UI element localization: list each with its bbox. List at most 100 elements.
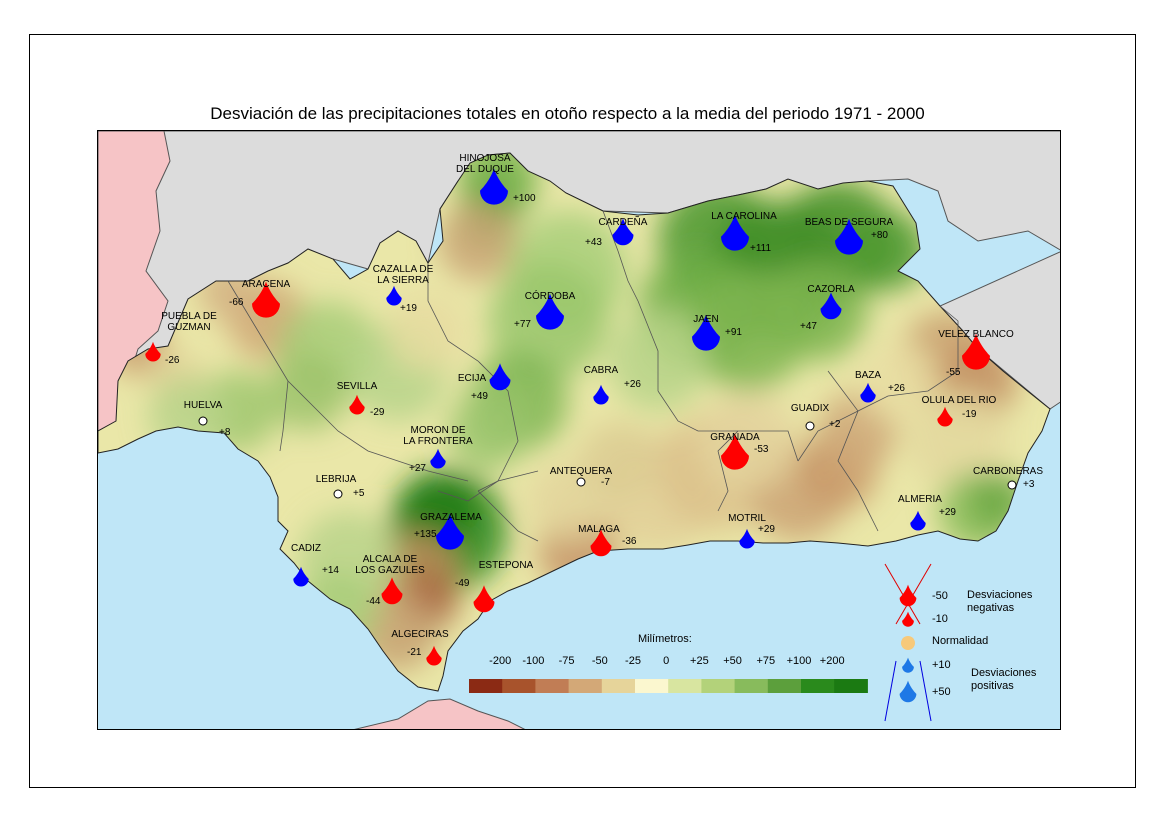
legend-item-label: +50 <box>932 686 951 698</box>
negative-drop-marker <box>937 406 953 427</box>
positive-drop-marker <box>835 218 863 255</box>
station-value: -49 <box>455 578 470 589</box>
scale-tick-label: -25 <box>625 655 641 667</box>
station-name: HINOJOSA DEL DUQUE <box>456 153 514 175</box>
legend-graphics <box>884 563 932 722</box>
positive-drop-marker <box>536 293 564 330</box>
station-name: CADIZ <box>291 543 321 554</box>
station-value: +29 <box>758 524 775 535</box>
station-value: +19 <box>400 303 417 314</box>
station-value: -26 <box>165 355 180 366</box>
station-value: +26 <box>624 379 641 390</box>
scale-tick-label: -100 <box>522 655 545 667</box>
station-name: ALMERIA <box>898 494 942 505</box>
scale-tick-label: +100 <box>786 655 812 667</box>
station-value: +91 <box>725 327 742 338</box>
station-marker-normal <box>805 421 815 431</box>
station-name: SEVILLA <box>336 381 378 392</box>
station-value: +111 <box>750 243 772 254</box>
positive-drop-marker <box>739 528 755 549</box>
station-name: ESTEPONA <box>478 560 534 571</box>
positive-drop-marker <box>386 285 402 306</box>
station-name: ARACENA <box>241 279 291 290</box>
negative-drop-marker <box>145 341 161 362</box>
station-value: +14 <box>322 565 339 576</box>
negative-drop-marker <box>473 585 495 613</box>
station-name: CAZORLA <box>807 284 855 295</box>
station-name: VELEZ BLANCO <box>938 329 1014 340</box>
negative-drop-marker <box>962 333 990 370</box>
station-value: -29 <box>370 407 385 418</box>
station-value: +29 <box>939 507 956 518</box>
station-name: GUADIX <box>790 403 830 414</box>
scale-swatch <box>568 679 603 693</box>
positive-drop-marker <box>860 382 876 403</box>
positive-drop-marker <box>910 510 926 531</box>
station-name: CARDEÑA <box>598 217 648 228</box>
station-name: JAEN <box>693 314 719 325</box>
legend-negative-line <box>884 563 921 625</box>
map-frame <box>29 34 1136 788</box>
scale-swatch <box>801 679 835 693</box>
scale-swatch <box>734 679 769 693</box>
scale-swatch <box>701 679 736 693</box>
negative-drop-marker <box>252 281 280 318</box>
station-name: CARBONERAS <box>972 466 1044 477</box>
scale-swatch <box>469 679 503 693</box>
negative-drop-marker <box>426 645 442 666</box>
legend-negative-text: Desviaciones negativas <box>967 589 1033 614</box>
scale-swatch <box>834 679 868 693</box>
legend-item-label: +10 <box>932 659 951 671</box>
station-value: +47 <box>800 321 817 332</box>
station-value: +3 <box>1023 479 1035 490</box>
map-area: HINOJOSA DEL DUQUE +100 CARDEÑA +43 LA CAROL… <box>97 130 1061 730</box>
station-value: +43 <box>585 237 602 248</box>
station-value: -53 <box>754 444 769 455</box>
scale-swatch <box>668 679 702 693</box>
station-name: GRAZALEMA <box>420 512 482 523</box>
legend-negative-line <box>895 563 932 625</box>
station-value: +77 <box>514 319 531 330</box>
station-name: CABRA <box>583 365 619 376</box>
scale-tick-label: +25 <box>690 655 709 667</box>
positive-drop-marker <box>436 513 464 550</box>
map-title: Desviación de las precipitaciones totale… <box>210 104 925 123</box>
legend-positive-text: Desviaciones positivas <box>971 667 1037 692</box>
positive-drop-marker <box>480 168 508 205</box>
scale-bar <box>469 679 868 693</box>
legend-positive-drop <box>899 680 917 703</box>
legend-positive-drop <box>902 657 914 673</box>
negative-drop-marker <box>381 577 403 605</box>
positive-drop-marker <box>489 363 511 391</box>
scale-tick-label: -200 <box>489 655 512 667</box>
legend-normal-marker <box>901 636 915 650</box>
negative-drop-marker <box>721 433 749 470</box>
station-marker-normal <box>198 416 208 426</box>
scale-tick-label: -75 <box>558 655 575 667</box>
positive-drop-marker <box>593 384 609 405</box>
scale-tick-label: +75 <box>756 655 776 667</box>
station-value: -19 <box>962 409 977 420</box>
station-name: LEBRIJA <box>315 474 357 485</box>
scale-title: Milímetros: <box>638 633 692 645</box>
station-value: -55 <box>946 367 961 378</box>
station-name: MOTRIL <box>728 513 766 524</box>
station-name: CÓRDOBA <box>524 291 576 302</box>
station-value: -7 <box>601 477 610 488</box>
africa-coast <box>354 698 526 729</box>
station-value: +8 <box>219 427 231 438</box>
positive-drop-marker <box>692 314 720 351</box>
scale-tick-label: 0 <box>663 655 670 667</box>
station-value: -44 <box>366 596 381 607</box>
legend-positive-line <box>919 660 932 722</box>
legend-item-label: -50 <box>932 590 948 602</box>
scale-swatch <box>767 679 802 693</box>
scale-tick-label: -50 <box>591 655 608 667</box>
andalucia-outline <box>98 152 1051 692</box>
station-name: PUEBLA DE GUZMAN <box>161 311 217 333</box>
station-marker-normal <box>1007 480 1017 490</box>
legend-item-label: -10 <box>932 613 948 625</box>
station-marker-normal <box>576 477 586 487</box>
station-name: BAZA <box>854 370 882 381</box>
legend-negative-drop <box>902 611 914 627</box>
